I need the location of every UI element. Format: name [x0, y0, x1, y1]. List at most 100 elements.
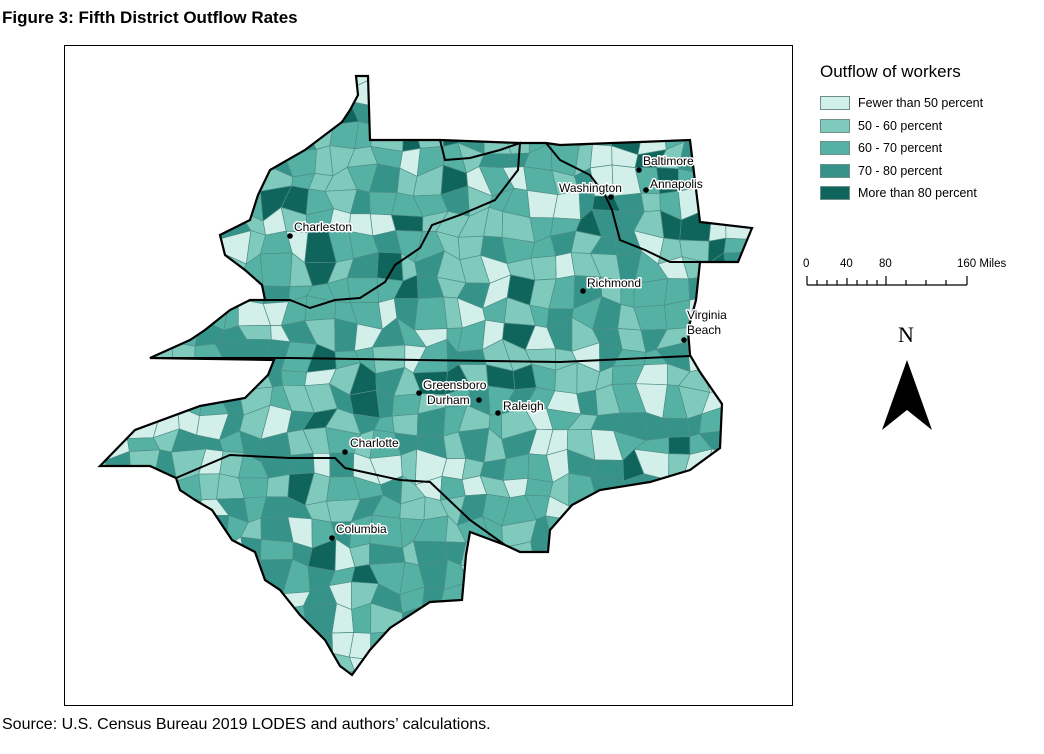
county-polygon [107, 212, 137, 241]
county-polygon [215, 650, 252, 675]
county-polygon [239, 162, 262, 196]
county-polygon [155, 162, 181, 198]
county-polygon [703, 677, 733, 704]
county-polygon [745, 131, 752, 149]
county-polygon [699, 76, 731, 83]
city-label-greensboro: Greensboro [423, 378, 487, 392]
county-polygon [437, 76, 466, 88]
county-polygon [227, 124, 249, 152]
county-polygon [621, 646, 637, 675]
county-polygon [135, 97, 159, 122]
county-polygon [260, 252, 293, 287]
county-polygon [100, 306, 120, 331]
county-polygon [745, 299, 752, 331]
county-polygon [266, 76, 290, 81]
county-polygon [265, 591, 285, 614]
county-polygon [705, 125, 729, 146]
county-polygon [100, 80, 112, 100]
county-polygon [747, 671, 752, 675]
county-polygon [732, 606, 747, 632]
county-polygon [220, 83, 248, 111]
county-polygon [699, 586, 734, 617]
city-label-charlotte: Charlotte [350, 436, 399, 450]
county-polygon [590, 547, 624, 572]
county-polygon [100, 316, 119, 349]
county-polygon [282, 668, 313, 675]
county-polygon [662, 492, 691, 530]
county-polygon [483, 118, 513, 155]
north-arrow: N [880, 322, 934, 432]
city-label-annapolis: Annapolis [650, 177, 703, 191]
county-polygon [414, 296, 448, 331]
county-polygon [220, 106, 243, 127]
county-polygon [705, 275, 728, 308]
county-polygon [195, 655, 224, 675]
county-polygon [283, 101, 308, 133]
city-dot-annapolis [643, 187, 649, 193]
city-label-washington: Washington [559, 181, 622, 195]
county-polygon [654, 516, 691, 545]
county-polygon [413, 102, 443, 123]
county-polygon [751, 501, 752, 528]
county-polygon [704, 515, 728, 547]
county-polygon [246, 679, 269, 699]
county-polygon [349, 389, 381, 419]
county-polygon [639, 606, 661, 633]
county-polygon [638, 583, 661, 610]
county-polygon [724, 76, 752, 83]
county-polygon [198, 673, 229, 675]
county-polygon [106, 546, 141, 571]
county-polygon [223, 76, 248, 88]
county-polygon [128, 120, 159, 155]
county-polygon [378, 672, 403, 675]
county-polygon [195, 627, 220, 657]
county-polygon [750, 238, 752, 253]
county-polygon [215, 626, 252, 658]
county-polygon [106, 522, 141, 550]
county-polygon [115, 669, 138, 675]
county-polygon [100, 581, 111, 614]
county-polygon [154, 191, 174, 209]
county-polygon [634, 544, 661, 572]
figure-title: Figure 3: Fifth District Outflow Rates [2, 8, 298, 27]
county-polygon [612, 108, 646, 130]
county-polygon [749, 339, 752, 365]
county-polygon [679, 628, 713, 659]
city-label-charleston: Charleston [294, 220, 352, 234]
county-polygon [743, 76, 752, 81]
county-polygon [223, 194, 241, 211]
county-polygon [325, 84, 352, 102]
county-polygon [302, 652, 334, 675]
va-md-boundary [520, 142, 700, 263]
county-polygon [685, 517, 707, 547]
county-polygon [458, 81, 489, 111]
county-polygon [126, 162, 156, 198]
county-polygon [549, 603, 577, 639]
county-polygon [724, 405, 752, 439]
county-polygon [177, 294, 201, 327]
county-polygon [303, 97, 334, 133]
county-polygon [175, 544, 205, 571]
county-polygon [480, 78, 515, 107]
county-polygon [698, 630, 735, 659]
county-polygon [441, 81, 466, 111]
city-dot-charlotte [342, 449, 348, 455]
county-polygon [742, 188, 752, 222]
county-polygon [105, 120, 137, 152]
county-polygon [127, 625, 157, 650]
county-polygon [457, 349, 487, 366]
county-polygon [129, 318, 153, 353]
county-polygon [572, 118, 595, 147]
county-polygon [655, 537, 686, 571]
county-polygon [660, 646, 689, 675]
city-dot-raleigh [495, 410, 501, 416]
county-polygon [568, 603, 599, 639]
county-polygon [668, 436, 691, 455]
county-polygon [483, 103, 515, 130]
county-polygon [172, 580, 207, 616]
county-polygon [750, 452, 752, 475]
county-polygon [550, 120, 580, 147]
county-polygon [112, 347, 141, 373]
county-polygon [683, 502, 706, 530]
